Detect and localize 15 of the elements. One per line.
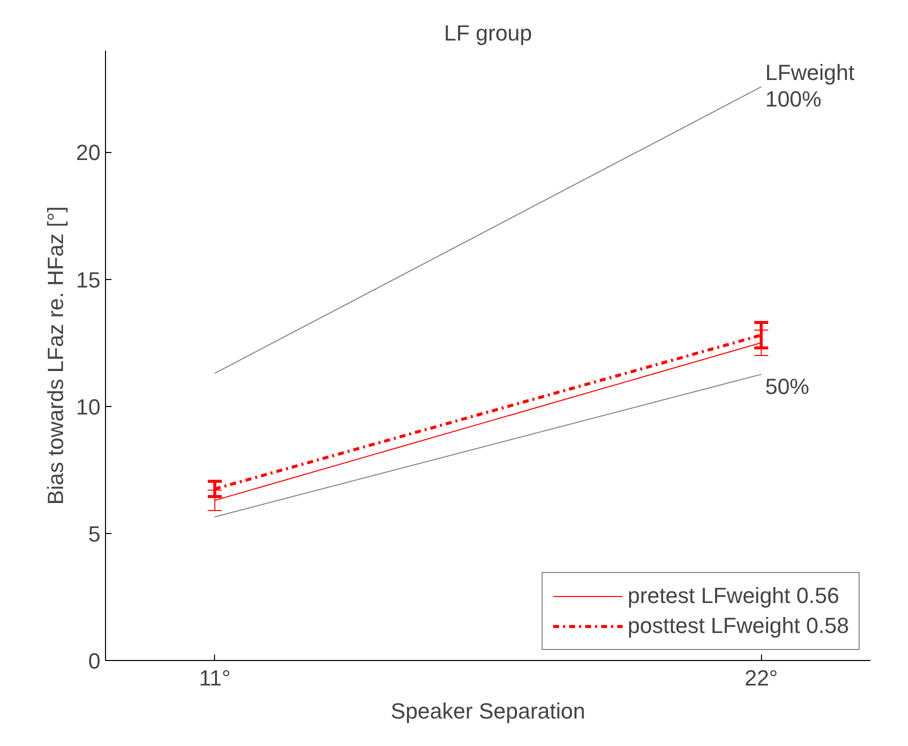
x-tick-label: 22° <box>744 666 778 690</box>
y-tick-label: 5 <box>88 521 101 546</box>
y-tick-label: 10 <box>76 394 101 420</box>
x-axis-title: Speaker Separation <box>390 698 586 724</box>
annotation: LFweight <box>765 60 854 85</box>
y-axis-title: Bias towards LFaz re. HFaz [°] <box>43 206 68 505</box>
y-tick-label: 0 <box>88 648 101 674</box>
y-tick-label: 20 <box>76 140 101 166</box>
annotation: 50% <box>765 374 810 399</box>
y-tick-label: 15 <box>76 267 101 292</box>
x-tick-label: 11° <box>198 666 231 690</box>
annotation: 100% <box>765 86 822 112</box>
legend-label: posttest LFweight 0.58 <box>628 613 849 639</box>
legend-label: pretest LFweight 0.56 <box>628 583 840 609</box>
chart-title: LF group <box>444 20 532 46</box>
